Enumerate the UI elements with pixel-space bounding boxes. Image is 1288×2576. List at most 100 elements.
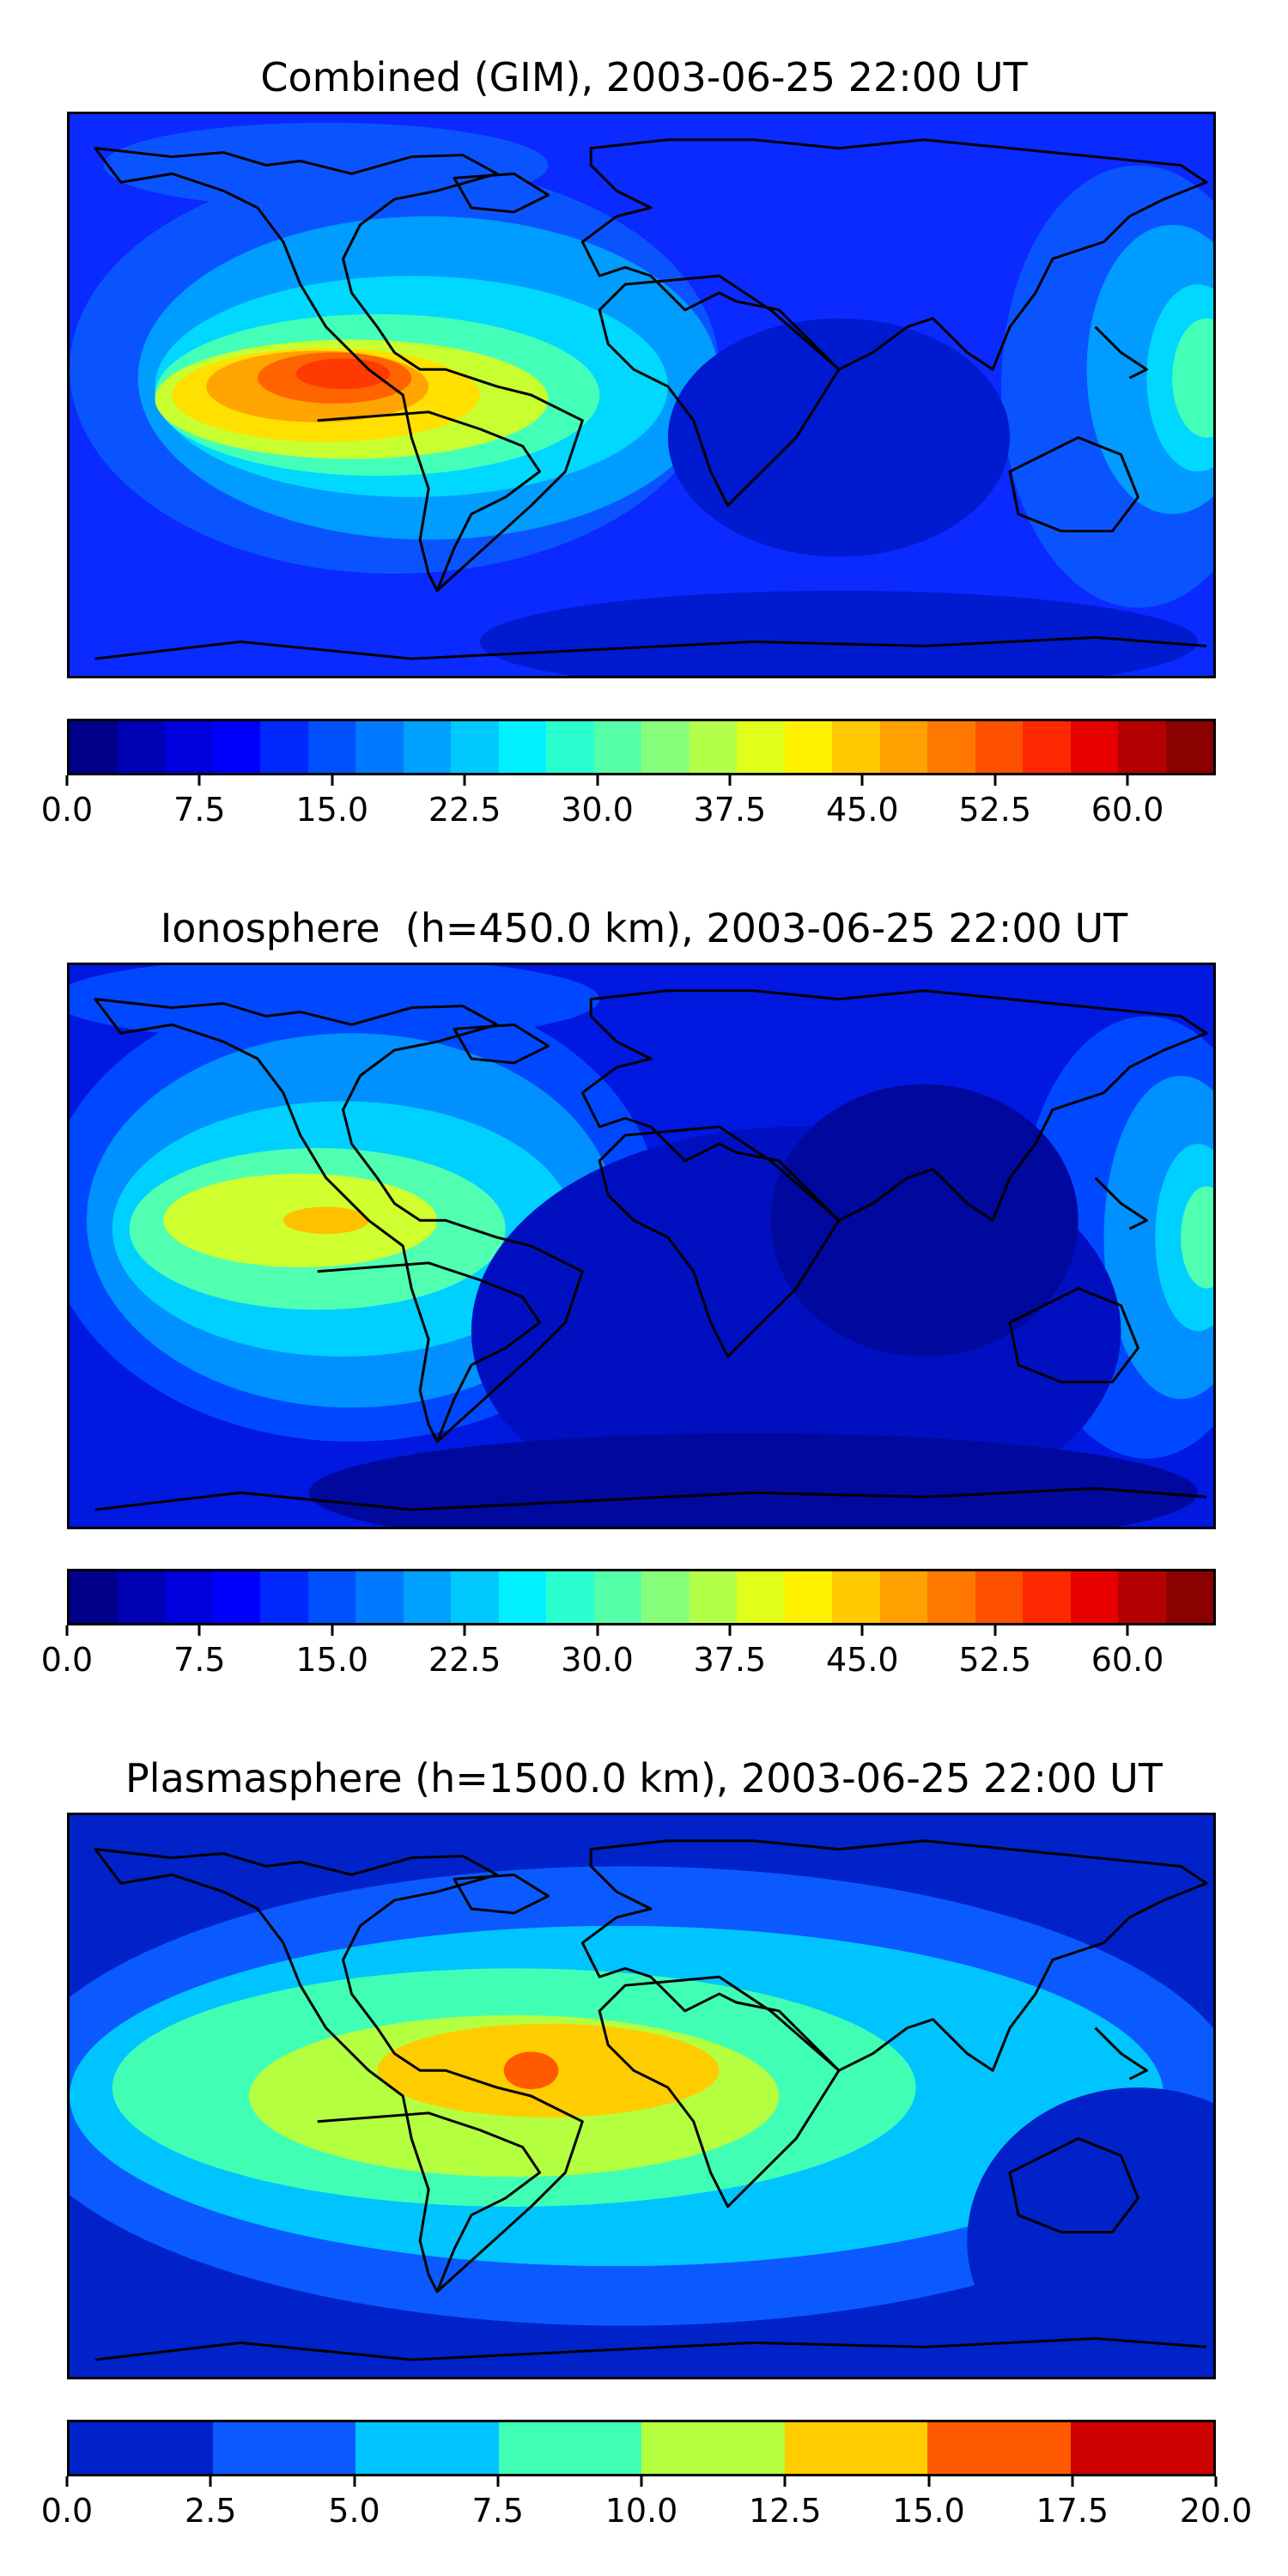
colorbar-tick-label: 0.0 [40,791,94,829]
colorbar-segment [1023,721,1071,773]
coastlines-ionosphere [94,989,1208,1511]
colorbar-segment [927,1571,975,1623]
colorbar-tick [860,1625,864,1636]
colorbar-segment [355,2422,499,2474]
colorbar-ticks-combined: 0.0 7.5 15.0 22.5 30.0 37.5 45.0 52.5 60.0 [41,775,1216,829]
colorbar-segment [593,721,641,773]
colorbar-tick [65,2476,69,2487]
tec-contour-ionosphere [70,965,1213,1527]
colorbar-segment [117,721,165,773]
colorbar-segment [1118,1571,1166,1623]
colorbar-segment [70,1571,118,1623]
colorbar-tick-label: 0.0 [40,2492,94,2530]
colorbar-tick-label: 7.5 [173,791,226,829]
colorbar-tick-label: 2.5 [185,2492,237,2530]
colorbar-segment [1070,2422,1213,2474]
colorbar-tick-label: 60.0 [1091,791,1164,829]
colorbar-segment [641,1571,690,1623]
colorbar-segment [403,721,451,773]
colorbar-segment [975,721,1023,773]
colorbar-tick [1071,2476,1074,2487]
colorbar-tick [197,775,201,786]
colorbar-tick [1126,775,1129,786]
colorbar-segment [975,1571,1023,1623]
colorbar-segment [927,721,975,773]
colorbar-tick [927,2476,930,2487]
colorbar-tick-label: 37.5 [693,1641,767,1679]
colorbar-tick-label: 22.5 [428,1641,501,1679]
colorbar-segment [117,1571,165,1623]
colorbar-segment [546,1571,594,1623]
colorbar-tick [209,2476,212,2487]
colorbar-tick [596,775,599,786]
colorbar-segment [593,1571,641,1623]
colorbar-segment [260,1571,308,1623]
colorbar-combined [67,719,1216,775]
colorbar-tick-label: 60.0 [1091,1641,1164,1679]
colorbar-segment [784,1571,832,1623]
colorbar-segment [451,721,499,773]
tec-map-plasmasphere [67,1813,1216,2379]
colorbar-segment [879,721,927,773]
colorbar-tick [463,1625,466,1636]
coastlines-plasmasphere [94,1839,1208,2361]
tec-contour-combined [70,114,1213,676]
colorbar-segment [927,2422,1071,2474]
colorbar-tick [993,1625,997,1636]
colorbar-segment [641,721,690,773]
colorbar-segment [1023,1571,1071,1623]
colorbar-segment [689,1571,737,1623]
colorbar-segment [403,1571,451,1623]
colorbar-tick-label: 30.0 [561,791,634,829]
colorbar-segment [355,721,404,773]
colorbar-segment [546,721,594,773]
colorbar-segment [498,2422,641,2474]
colorbar-tick [353,2476,355,2487]
colorbar-segment [641,2422,785,2474]
colorbar-segment [451,1571,499,1623]
colorbar-segment [307,721,355,773]
colorbar-tick [197,1625,201,1636]
colorbar-segment [165,721,213,773]
colorbar-segment [737,721,785,773]
colorbar-tick-label: 7.5 [471,2492,524,2530]
colorbar-tick-label: 15.0 [295,1641,369,1679]
colorbar-tick-label: 52.5 [958,791,1031,829]
colorbar-tick [1126,1625,1129,1636]
colorbar-tick [993,775,997,786]
colorbar-tick [860,775,864,786]
colorbar-tick-label: 45.0 [825,1641,899,1679]
colorbar-tick-label: 12.5 [748,2492,822,2530]
colorbar-segment [1118,721,1166,773]
colorbar-segment [212,2422,355,2474]
colorbar-segment [1070,1571,1118,1623]
panel-title-combined: Combined (GIM), 2003-06-25 22:00 UT [260,54,1028,100]
colorbar-tick [65,1625,69,1636]
colorbar-ticks-plasmasphere: 0.0 2.5 5.0 7.5 10.0 12.5 15.0 17.5 20.0 [41,2476,1252,2530]
colorbar-tick [640,2476,643,2487]
colorbar-ionosphere [67,1569,1216,1625]
colorbar-tick-label: 20.0 [1179,2492,1253,2530]
colorbar-tick [783,2476,787,2487]
colorbar-tick-label: 37.5 [693,791,767,829]
colorbar-tick [1214,2476,1218,2487]
tec-contour-plasmasphere [70,1815,1213,2377]
colorbar-segment [737,1571,785,1623]
colorbar-segment [1165,1571,1213,1623]
colorbar-plasmasphere [67,2420,1216,2476]
colorbar-tick [331,1625,334,1636]
panel-title-plasmasphere: Plasmasphere (h=1500.0 km), 2003-06-25 2… [125,1755,1163,1801]
tec-map-combined [67,112,1216,678]
colorbar-segment [498,1571,546,1623]
tec-map-ionosphere [67,963,1216,1529]
colorbar-segment [832,721,880,773]
colorbar-tick-label: 0.0 [40,1641,94,1679]
colorbar-segment [1165,721,1213,773]
colorbar-tick [728,1625,732,1636]
colorbar-segment [879,1571,927,1623]
colorbar-tick [331,775,334,786]
colorbar-segment [165,1571,213,1623]
colorbar-tick [596,1625,599,1636]
colorbar-segment [307,1571,355,1623]
colorbar-tick-label: 22.5 [428,791,501,829]
